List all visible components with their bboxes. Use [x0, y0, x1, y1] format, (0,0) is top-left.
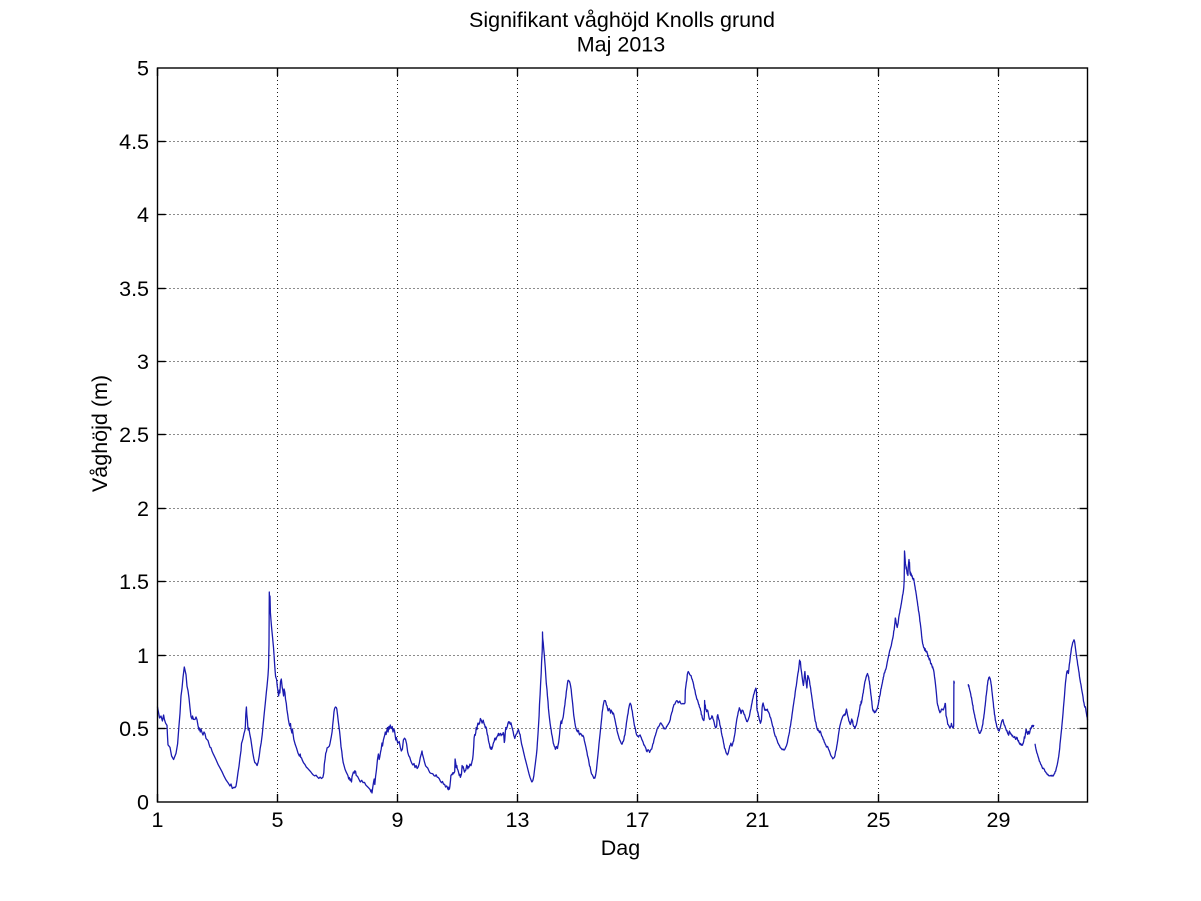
svg-text:0: 0 — [137, 791, 149, 815]
svg-text:5: 5 — [272, 808, 284, 832]
svg-text:21: 21 — [746, 808, 770, 832]
svg-text:Våghöjd (m): Våghöjd (m) — [88, 375, 112, 492]
svg-text:1: 1 — [152, 808, 164, 832]
svg-text:4.5: 4.5 — [119, 130, 149, 154]
svg-text:13: 13 — [506, 808, 530, 832]
svg-text:9: 9 — [392, 808, 404, 832]
svg-text:3: 3 — [137, 350, 149, 374]
svg-text:3.5: 3.5 — [119, 277, 149, 301]
svg-text:1.5: 1.5 — [119, 570, 149, 594]
svg-text:1: 1 — [137, 644, 149, 668]
svg-text:17: 17 — [626, 808, 650, 832]
svg-text:Dag: Dag — [601, 836, 640, 860]
svg-text:4: 4 — [137, 203, 149, 227]
svg-text:Maj 2013: Maj 2013 — [577, 33, 665, 57]
svg-text:5: 5 — [137, 57, 149, 81]
svg-text:0.5: 0.5 — [119, 717, 149, 741]
svg-text:25: 25 — [867, 808, 891, 832]
svg-text:2: 2 — [137, 497, 149, 521]
svg-text:Signifikant våghöjd Knolls gru: Signifikant våghöjd Knolls grund — [469, 8, 775, 32]
svg-text:29: 29 — [987, 808, 1011, 832]
svg-text:2.5: 2.5 — [119, 423, 149, 447]
